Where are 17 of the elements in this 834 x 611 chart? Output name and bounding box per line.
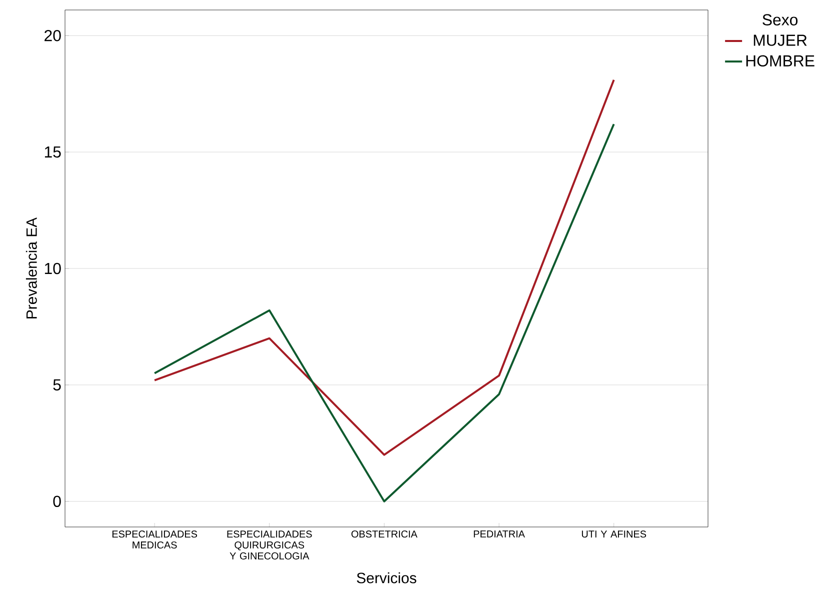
y-tick-label: 20	[44, 30, 61, 42]
x-tick-label: UTI Y AFINES	[582, 530, 646, 538]
y-tick-label: 15	[44, 146, 61, 158]
line-series	[154, 123, 615, 502]
legend-title: Sexo	[762, 14, 798, 26]
y-tick-label: 5	[53, 379, 61, 390]
legend-label: HOMBRE	[746, 55, 814, 67]
line-series	[154, 78, 615, 456]
y-axis-title: Prevalencia EA	[26, 217, 37, 318]
legend-label: MUJER	[754, 34, 807, 46]
x-axis-title: Servicios	[356, 572, 416, 584]
x-tick-label: PEDIATRIA	[474, 530, 525, 538]
x-tick-label: ESPECIALIDADES QUIRURGICAS Y GINECOLOGIA	[227, 530, 312, 560]
x-tick-label: ESPECIALIDADES MEDICAS	[112, 530, 198, 549]
y-tick-label: 0	[53, 496, 61, 508]
x-tick-label: OBSTETRICIA	[351, 530, 418, 538]
y-tick-label: 10	[44, 262, 61, 274]
